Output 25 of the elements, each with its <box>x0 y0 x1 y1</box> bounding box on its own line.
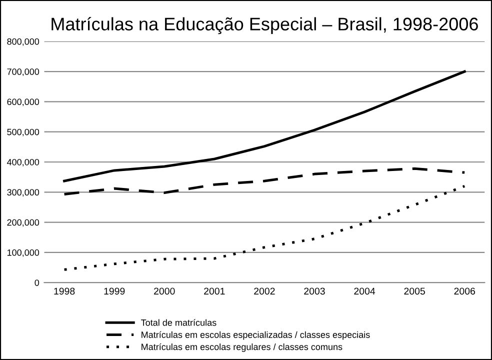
y-tick-label: 600,000 <box>7 98 40 106</box>
y-tick-label: 400,000 <box>6 158 40 166</box>
chart-title: Matrículas na Educação Especial – Brasil, 1998-2006 <box>52 16 478 34</box>
x-tick-label: 2001 <box>204 288 225 295</box>
legend-label: Total de matrículas <box>141 319 216 326</box>
y-tick-label: 300,000 <box>7 189 40 197</box>
y-tick-label: 200,000 <box>7 219 40 227</box>
y-tick-label: 500,000 <box>7 128 40 136</box>
legend-label: Matrículas em escolas regulares / classes comuns <box>142 343 342 352</box>
y-tick-label: 0 <box>34 280 40 286</box>
x-tick-label: 2003 <box>304 288 325 295</box>
x-tick-label: 1998 <box>54 288 75 295</box>
x-tick-label: 2005 <box>404 288 425 295</box>
x-tick-label: 2000 <box>154 288 175 295</box>
line-series <box>63 70 466 182</box>
x-tick-label: 1999 <box>104 288 125 295</box>
y-tick-label: 800,000 <box>7 38 40 46</box>
legend-label: Matrículas em escolas especializadas / classes especiais <box>142 331 370 340</box>
x-tick-label: 2006 <box>454 288 475 295</box>
x-tick-label: 2002 <box>254 288 275 295</box>
line-series <box>63 167 466 196</box>
y-tick-label: 100,000 <box>7 249 40 257</box>
y-tick-label: 700,000 <box>7 68 40 76</box>
line-series <box>63 184 466 271</box>
x-tick-label: 2004 <box>354 288 376 295</box>
